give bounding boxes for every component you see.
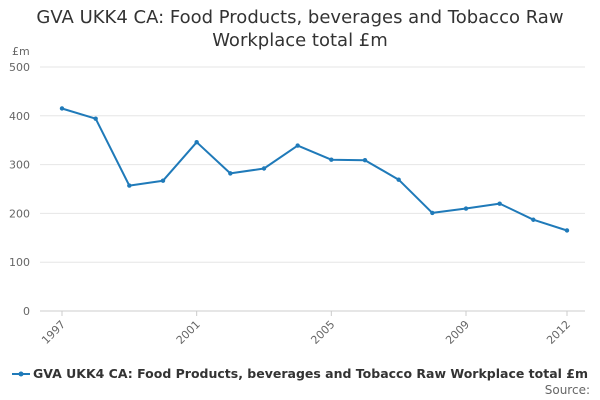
data-point-2008[interactable] (430, 210, 435, 216)
data-point-1997[interactable] (59, 106, 65, 111)
x-tick-label-2005: 2005 (308, 318, 337, 347)
data-point-2006[interactable] (362, 158, 368, 163)
y-axis: 0 100 200 300 400 500 £m (9, 45, 30, 318)
y-tick-label-500: 500 (9, 61, 30, 74)
data-point-1999[interactable] (127, 183, 132, 188)
x-tick-label-2009: 2009 (443, 318, 472, 347)
data-point-2011[interactable] (531, 217, 536, 222)
data-point-1998[interactable] (93, 116, 98, 121)
y-tick-label-100: 100 (9, 256, 30, 269)
data-point-2003[interactable] (261, 166, 267, 171)
x-tick-label-1997: 1997 (39, 318, 68, 347)
legend[interactable]: GVA UKK4 CA: Food Products, beverages an… (12, 366, 588, 381)
chart-title-line-2: Workplace total £m (212, 30, 388, 51)
data-point-2012[interactable] (564, 228, 570, 233)
y-tick-label-400: 400 (9, 110, 30, 123)
x-tick-label-2001: 2001 (174, 318, 203, 347)
legend-swatch-icon (12, 371, 30, 376)
source-label: Source: (544, 383, 590, 397)
y-tick-label-200: 200 (9, 207, 30, 220)
data-point-2010[interactable] (497, 201, 502, 206)
y-tick-label-300: 300 (9, 159, 30, 172)
y-axis-label: £m (12, 45, 30, 58)
chart-title-line-1: GVA UKK4 CA: Food Products, beverages an… (36, 7, 564, 28)
data-point-2001[interactable] (194, 139, 199, 145)
x-axis: 1997 2001 2005 2009 2012 (39, 311, 573, 347)
data-point-2007[interactable] (396, 177, 401, 182)
data-point-2004[interactable] (295, 143, 300, 148)
data-point-2002[interactable] (228, 171, 233, 176)
chart-title: GVA UKK4 CA: Food Products, beverages an… (0, 6, 600, 52)
x-tick-label-2012: 2012 (544, 318, 573, 347)
data-point-2005[interactable] (329, 157, 334, 162)
series-line-0 (61, 107, 568, 232)
data-point-2009[interactable] (463, 206, 469, 211)
data-point-2000[interactable] (160, 178, 166, 183)
gridlines (40, 66, 585, 312)
series-layer (59, 106, 570, 233)
legend-label: GVA UKK4 CA: Food Products, beverages an… (33, 366, 589, 381)
y-tick-label-0: 0 (23, 305, 30, 318)
